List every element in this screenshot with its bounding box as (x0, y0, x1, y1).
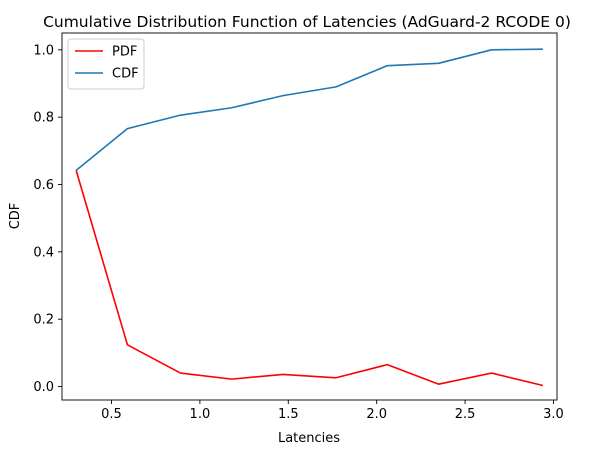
y-tick-label: 1.0 (33, 43, 54, 58)
y-axis-label: CDF (8, 203, 23, 230)
x-axis: 0.5 1.0 1.5 2.0 2.5 3.0 (101, 400, 564, 422)
x-tick-label: 3.0 (543, 407, 564, 422)
y-tick-label: 0.4 (33, 245, 54, 260)
y-tick-label: 0.2 (33, 313, 54, 328)
x-tick-label: 1.0 (190, 407, 211, 422)
chart-title: Cumulative Distribution Function of Late… (43, 13, 571, 31)
series-line-cdf (75, 48, 543, 171)
x-tick-label: 1.5 (278, 407, 299, 422)
legend: PDF CDF (67, 38, 145, 90)
plot-lines (75, 48, 544, 387)
legend-label-pdf: PDF (112, 45, 137, 60)
x-tick-label: 2.5 (455, 407, 476, 422)
x-axis-label: Latencies (278, 431, 340, 446)
y-tick-label: 0.0 (33, 380, 54, 395)
x-tick-label: 2.0 (366, 407, 387, 422)
plot-frame (61, 32, 558, 401)
y-tick-label: 0.8 (33, 111, 54, 126)
legend-label-cdf: CDF (112, 67, 139, 82)
y-axis: 0.0 0.2 0.4 0.6 0.8 1.0 (33, 43, 62, 395)
x-tick-label: 0.5 (101, 407, 122, 422)
y-tick-label: 0.6 (33, 178, 54, 193)
series-line-pdf (75, 170, 544, 387)
